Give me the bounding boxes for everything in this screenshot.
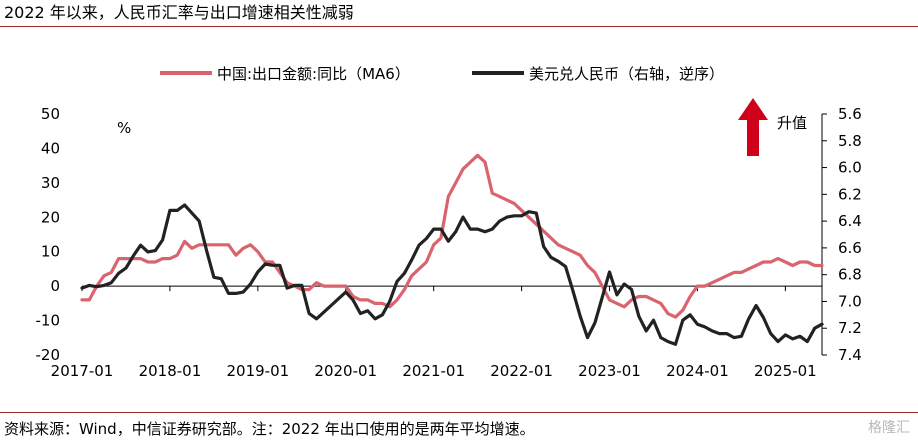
- x-tick-label: 2025-01: [754, 362, 817, 380]
- x-tick-label: 2017-01: [51, 362, 114, 380]
- left-y-tick-label: 10: [41, 243, 60, 261]
- left-y-tick-label: 40: [41, 139, 60, 157]
- x-tick-label: 2020-01: [314, 362, 377, 380]
- series-line-usdcny: [80, 203, 824, 346]
- x-tick-label: 2023-01: [578, 362, 641, 380]
- appreciation-label: 升值: [777, 114, 807, 132]
- right-y-tick-label: 6.8: [838, 266, 862, 284]
- axes: -20 -10 0 10 20 30 40 50 5.6 5.8 6.0 6.2 6.4 6.6 6.8 7.…: [36, 105, 862, 380]
- right-y-tick-label: 5.6: [838, 105, 862, 123]
- left-y-tick-label: -20: [36, 346, 61, 364]
- right-y-tick-label: 7.2: [838, 319, 862, 337]
- appreciation-arrow-icon: [738, 98, 768, 156]
- right-y-tick-label: 6.2: [838, 185, 862, 203]
- legend-label-export: 中国:出口金额:同比（MA6）: [217, 65, 410, 83]
- legend-label-fx: 美元兑人民币（右轴，逆序）: [529, 65, 724, 83]
- left-y-tick-label: -10: [36, 312, 61, 330]
- right-y-tick-label: 6.4: [838, 212, 862, 230]
- x-tick-label: 2019-01: [226, 362, 289, 380]
- right-y-tick-label: 6.6: [838, 239, 862, 257]
- legend: 中国:出口金额:同比（MA6） 美元兑人民币（右轴，逆序）: [160, 65, 724, 83]
- right-y-tick-label: 7.0: [838, 292, 862, 310]
- left-y-tick-label: 50: [41, 105, 60, 123]
- right-y-tick-label: 6.0: [838, 159, 862, 177]
- left-y-tick-label: 20: [41, 208, 60, 226]
- x-tick-label: 2022-01: [490, 362, 553, 380]
- title-divider: [0, 26, 918, 27]
- footer-divider: [0, 412, 918, 413]
- line-chart: 中国:出口金额:同比（MA6） 美元兑人民币（右轴，逆序） -20 -10 0 10 2…: [36, 65, 862, 380]
- left-y-tick-label: 0: [50, 277, 60, 295]
- x-tick-label: 2024-01: [666, 362, 729, 380]
- right-y-tick-label: 5.8: [838, 132, 862, 150]
- chart-title: 2022 年以来，人民币汇率与出口增速相关性减弱: [4, 3, 354, 22]
- x-tick-label: 2021-01: [402, 362, 465, 380]
- left-axis-unit: %: [117, 119, 131, 137]
- left-y-tick-label: 30: [41, 174, 60, 192]
- series-group: [80, 153, 824, 346]
- watermark: 格隆汇: [868, 420, 910, 436]
- source-note: 资料来源：Wind，中信证券研究部。注：2022 年出口使用的是两年平均增速。: [4, 420, 535, 438]
- right-y-tick-label: 7.4: [838, 346, 862, 364]
- x-tick-label: 2018-01: [139, 362, 202, 380]
